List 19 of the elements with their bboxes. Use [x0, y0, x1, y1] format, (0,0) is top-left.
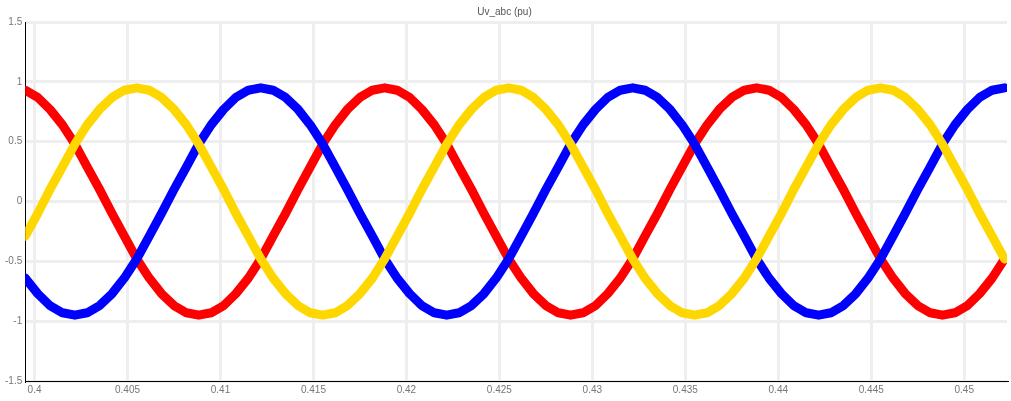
x-tick-label: 0.445	[858, 383, 885, 395]
x-tick-label: 0.435	[672, 383, 699, 395]
x-tick-label: 0.415	[300, 383, 327, 395]
y-tick-label: 1.5	[8, 15, 23, 27]
x-tick-label: 0.44	[768, 383, 789, 395]
y-tick-label: 0	[16, 195, 23, 207]
x-tick-label: 0.405	[114, 383, 141, 395]
y-tick-label: 1	[16, 75, 23, 87]
y-tick-label: -1.5	[5, 374, 23, 386]
y-tick-label: -0.5	[5, 255, 23, 267]
x-tick-label: 0.4	[27, 383, 42, 395]
y-tick-label: -1	[13, 314, 23, 326]
x-tick-label: 0.42	[396, 383, 417, 395]
x-tick-label: 0.43	[582, 383, 603, 395]
x-tick-label: 0.45	[954, 383, 975, 395]
chart-title: Uv_abc (pu)	[477, 5, 532, 17]
x-tick-label: 0.425	[486, 383, 513, 395]
x-tick-label: 0.41	[210, 383, 231, 395]
y-tick-label: 0.5	[8, 135, 23, 147]
